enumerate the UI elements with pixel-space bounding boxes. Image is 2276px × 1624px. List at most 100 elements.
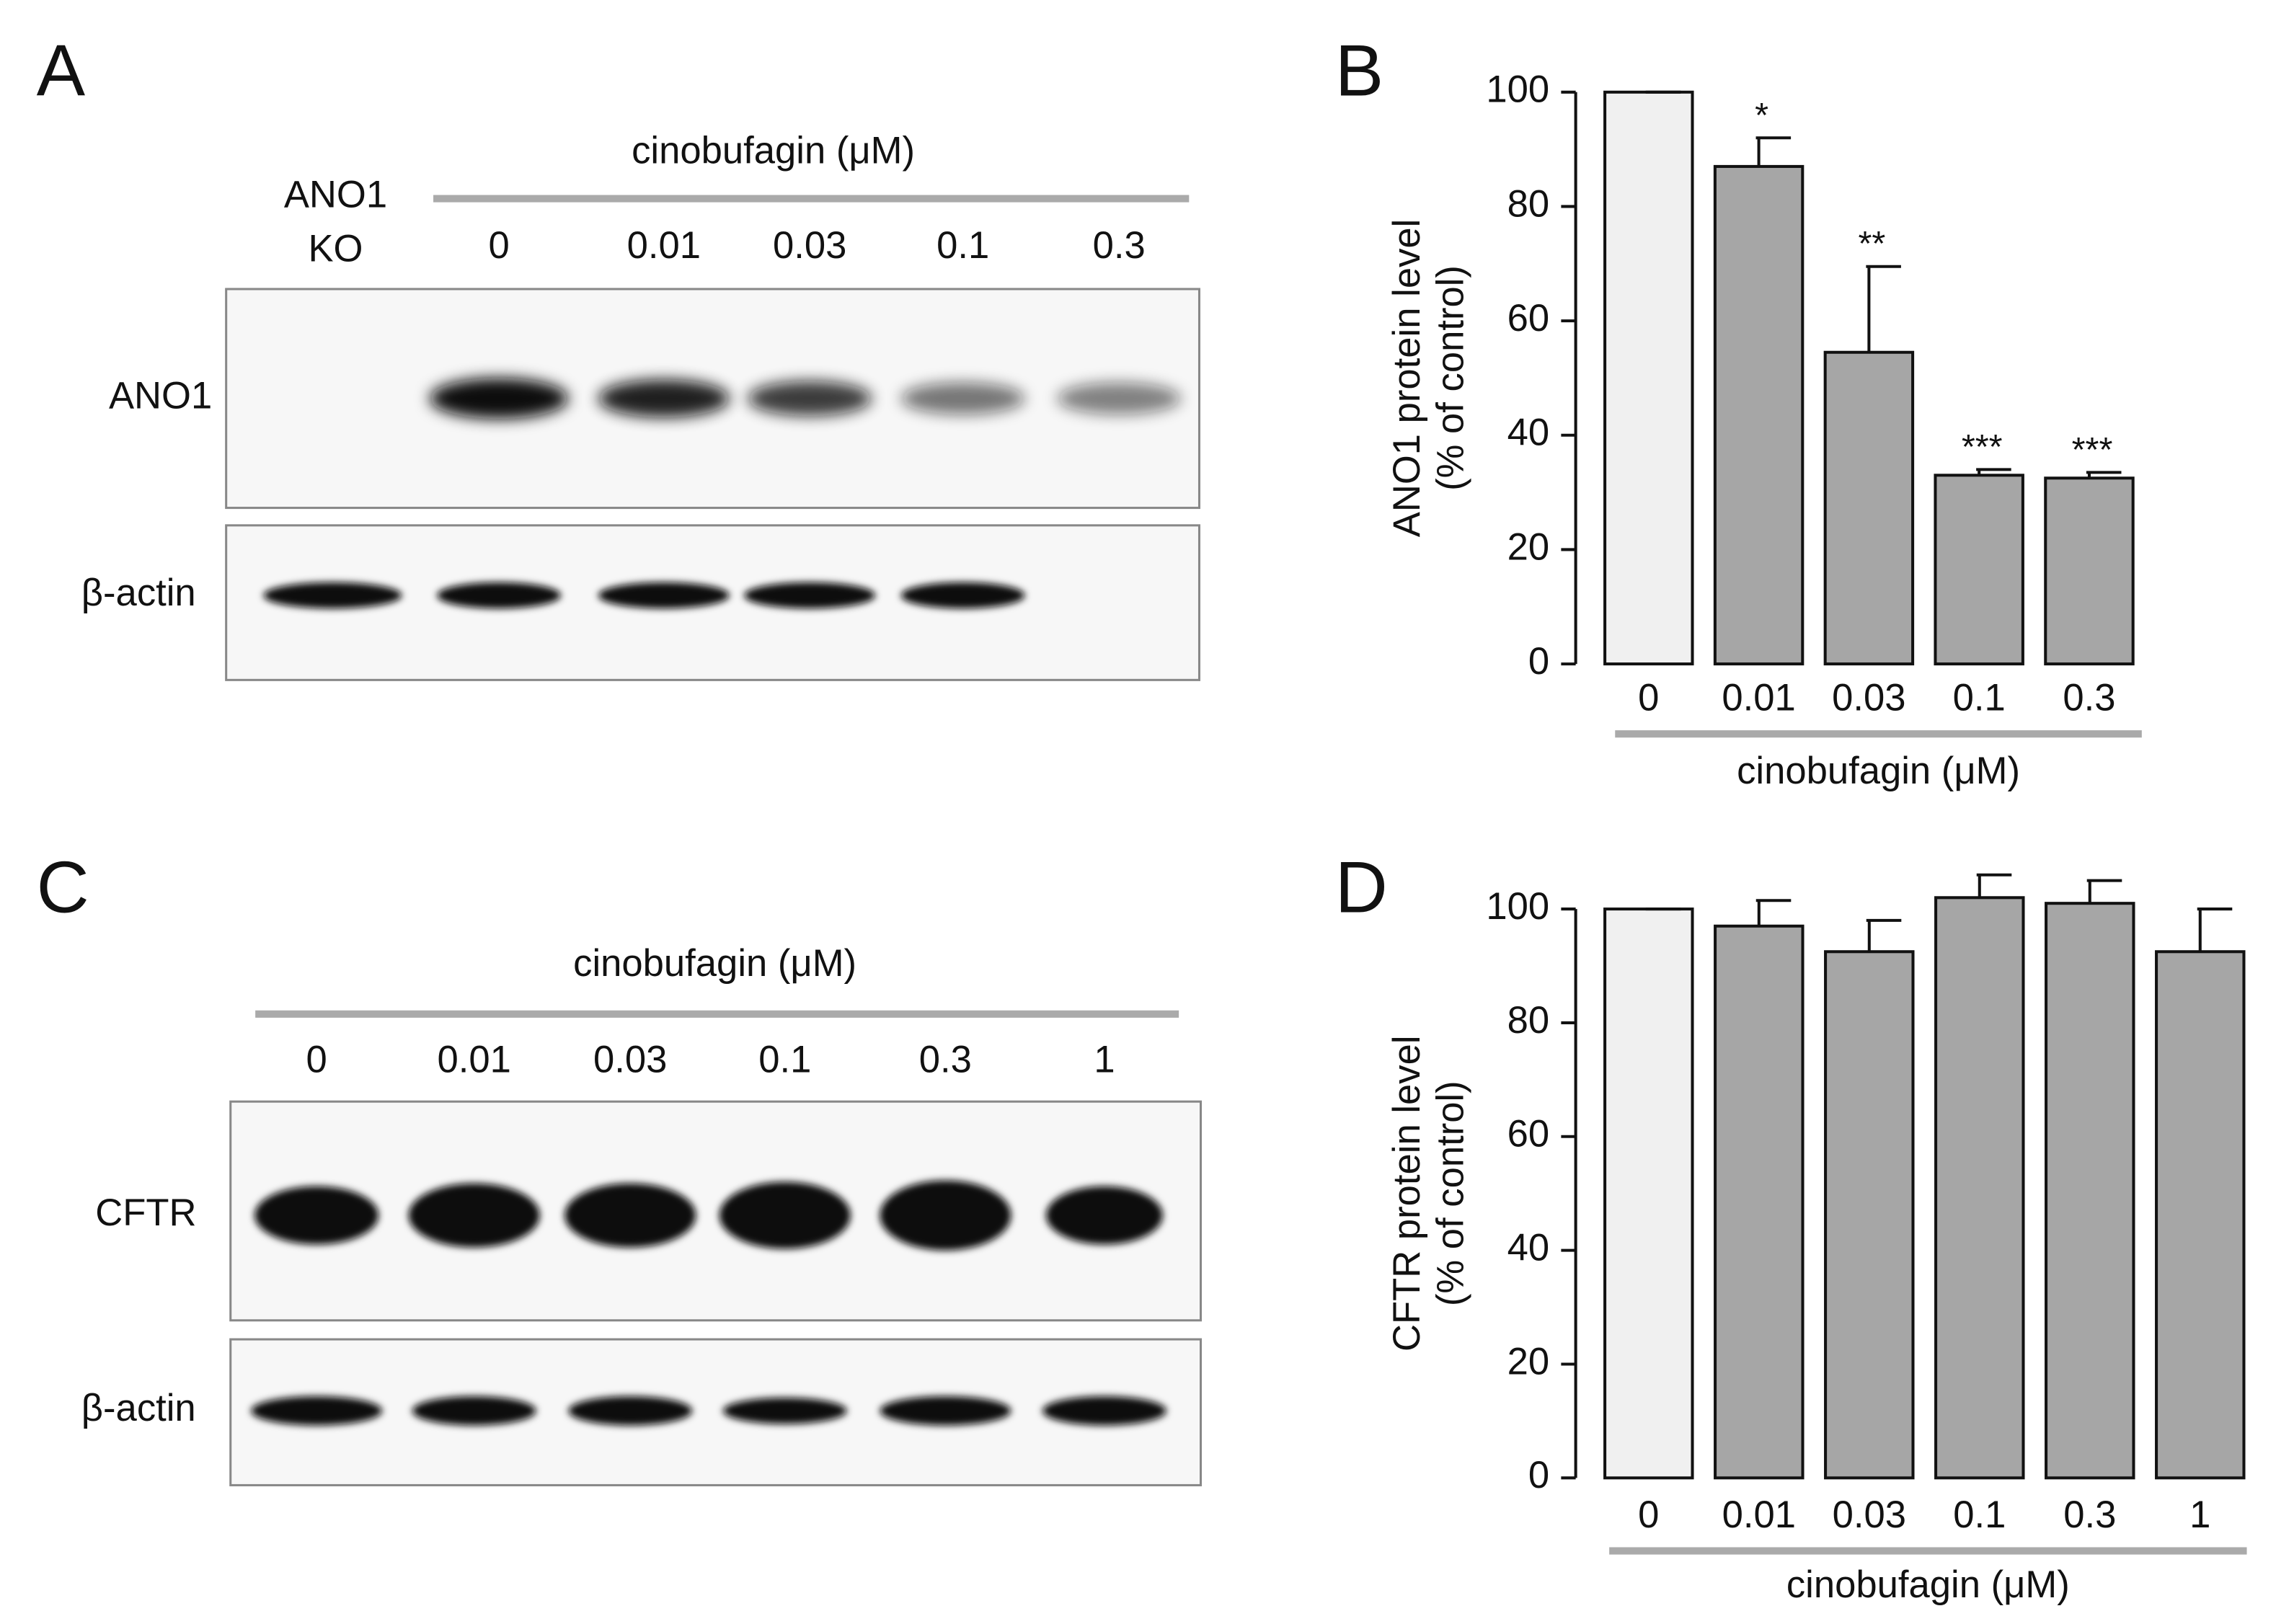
band [564,1183,696,1248]
blot-box [229,1338,1203,1486]
band [437,582,562,609]
panel-letter: C [37,847,89,928]
y-tick-label: 60 [1507,1113,1550,1155]
band [263,582,402,609]
x-tick-label: 0.03 [1832,677,1905,719]
row-label: β-actin [81,1387,196,1429]
lane-label: 0.01 [438,1038,511,1081]
panel-letter: D [1335,847,1388,928]
band [254,1186,379,1245]
x-tick-label: 0.1 [1953,1494,2006,1536]
significance-label: *** [1962,427,2003,466]
ko-label: ANO1 [284,173,387,216]
band [251,1396,383,1426]
blot-box [229,1100,1203,1322]
treatment-label: cinobufagin (μM) [573,942,856,985]
bar [1824,950,1915,1480]
y-axis-label: CFTR protein level [1386,1035,1428,1352]
y-tick-label: 20 [1507,1340,1550,1383]
band [719,1181,851,1249]
bar [2044,476,2135,666]
lane-label: 0.3 [1093,224,1146,267]
y-axis-label: ANO1 protein level [1386,219,1428,538]
band [880,1396,1011,1426]
x-tick-label: 0 [1638,677,1659,719]
bar [2155,950,2246,1480]
band [722,1398,847,1424]
row-label: β-actin [81,572,196,614]
x-axis-label: cinobufagin (μM) [1737,750,2020,792]
y-axis-label: (% of control) [1430,1081,1472,1306]
error-bar [1866,265,1901,352]
y-tick-label: 0 [1528,640,1549,683]
panel-letter: A [37,30,86,111]
x-tick-label: 0.3 [2063,677,2115,719]
band [1057,382,1182,415]
lane-label: 0.1 [758,1038,811,1081]
y-tick-label: 100 [1486,885,1549,928]
band [598,379,730,418]
y-tick-label: 100 [1486,68,1549,111]
significance-label: ** [1859,224,1886,263]
lane-label: 0.3 [919,1038,972,1081]
band [429,378,569,420]
bar [1714,924,1805,1480]
x-tick-label: 0.3 [2063,1494,2116,1536]
band [1042,1396,1166,1426]
x-tick-label: 0 [1638,1494,1659,1536]
panel-letter: B [1335,30,1383,111]
x-tick-label: 0.01 [1722,677,1795,719]
error-bar [1976,468,2011,476]
significance-label: *** [2072,430,2113,469]
bar [1823,350,1915,666]
ko-label: KO [308,227,363,270]
error-bar [2086,471,2122,479]
band [412,1396,536,1426]
error-bar [2197,908,2233,952]
bar [2045,902,2135,1480]
band [744,582,876,609]
band [1046,1186,1163,1245]
treatment-label: cinobufagin (μM) [632,130,915,172]
band [568,1396,693,1426]
error-bar [1755,899,1792,926]
lane-label: 0.03 [593,1038,667,1081]
band [748,381,872,417]
error-bar [1755,136,1792,167]
y-tick-label: 80 [1507,182,1550,225]
lane-label: 0 [488,224,509,267]
lane-label: 1 [1094,1038,1115,1081]
lane-label: 0.1 [936,224,989,267]
band [408,1183,540,1248]
bar [1603,90,1694,666]
x-axis-label: cinobufagin (μM) [1786,1563,2070,1606]
error-bar [1866,918,1902,952]
band [598,582,730,609]
y-tick-label: 20 [1507,525,1550,568]
y-tick-label: 80 [1507,999,1550,1042]
band [900,582,1025,609]
row-label: CFTR [95,1192,196,1234]
bar [1934,896,2025,1480]
y-tick-label: 0 [1528,1454,1549,1496]
x-tick-label: 0.01 [1722,1494,1796,1536]
lane-label: 0.03 [773,224,846,267]
x-tick-label: 0.1 [1953,677,2006,719]
bar [1713,164,1805,666]
row-label: ANO1 [109,375,212,417]
y-axis-label: (% of control) [1430,265,1472,491]
error-bar [1976,873,2012,898]
error-bar [2086,879,2122,904]
band [880,1180,1011,1251]
bar [1934,474,2024,666]
band [900,382,1025,415]
lane-label: 0 [306,1038,327,1081]
y-tick-label: 60 [1507,297,1550,340]
y-tick-label: 40 [1507,412,1550,454]
x-tick-label: 1 [2189,1494,2210,1536]
lane-label: 0.01 [627,224,701,267]
y-tick-label: 40 [1507,1227,1550,1269]
x-tick-label: 0.03 [1833,1494,1906,1536]
